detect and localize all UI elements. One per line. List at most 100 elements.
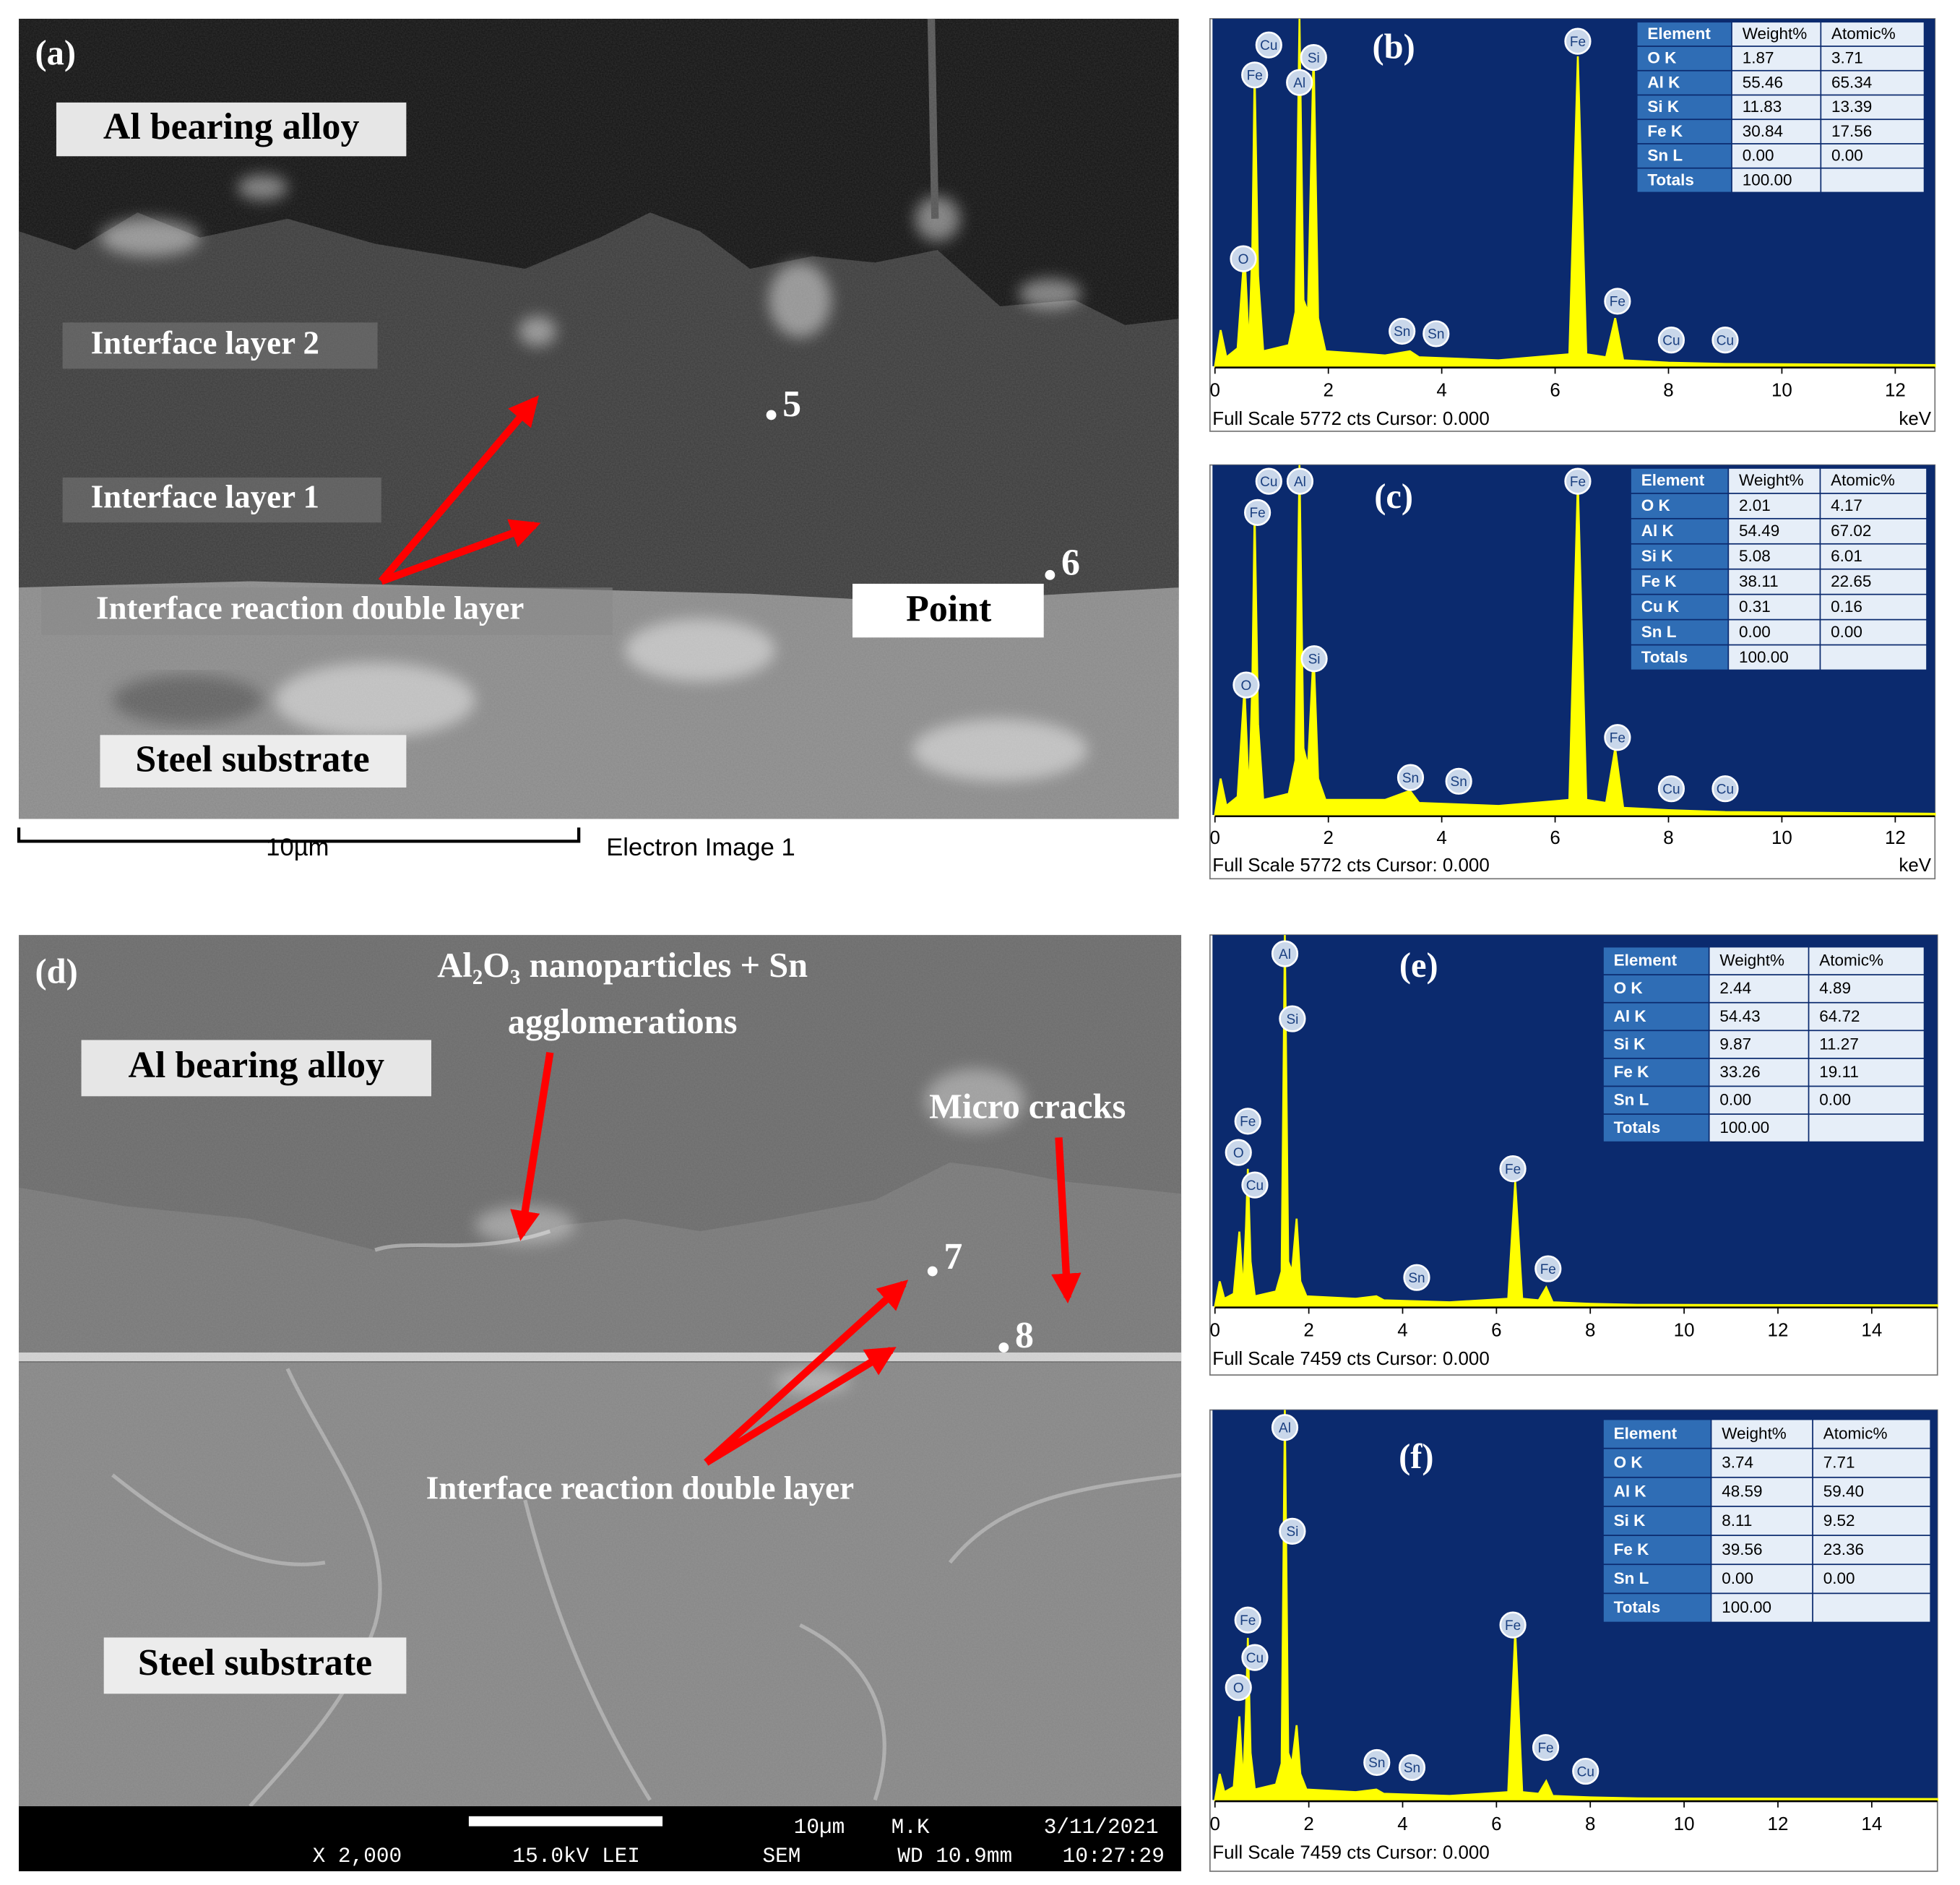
table-cell bbox=[1821, 493, 1927, 518]
table-cell-text: 100.00 bbox=[1719, 1118, 1769, 1136]
peak-marker bbox=[1255, 467, 1282, 495]
table-cell-text: Sn L bbox=[1614, 1569, 1649, 1587]
x-tick-label: 4 bbox=[1397, 1814, 1407, 1834]
x-tick-label: 12 bbox=[1885, 380, 1906, 400]
table-cell bbox=[1711, 1594, 1813, 1622]
image-detail bbox=[927, 1266, 938, 1277]
table-cell-text: 4.89 bbox=[1819, 979, 1851, 997]
peak-label: Sn bbox=[1368, 1756, 1385, 1771]
scale-bar-label: 10µm bbox=[266, 834, 329, 861]
table-cell bbox=[1709, 947, 1808, 975]
table-header: Atomic% bbox=[1819, 952, 1883, 970]
table-cell bbox=[1821, 168, 1924, 192]
peak-marker bbox=[1234, 1108, 1261, 1135]
peak-marker bbox=[1572, 1757, 1599, 1785]
table-cell bbox=[1603, 1535, 1711, 1564]
peak-label: Fe bbox=[1250, 506, 1266, 521]
x-tick-label: 10 bbox=[1771, 380, 1792, 400]
peak-marker bbox=[1445, 767, 1472, 795]
region-label: Steel substrate bbox=[138, 1642, 372, 1683]
x-tick-label: 0 bbox=[1210, 1320, 1220, 1340]
peak-marker bbox=[1604, 288, 1631, 315]
peak-label: Fe bbox=[1240, 1613, 1256, 1629]
table-cell bbox=[1732, 22, 1821, 46]
image-detail bbox=[56, 102, 407, 157]
info-text: X 2,000 bbox=[313, 1845, 402, 1868]
region-label: Al bearing alloy bbox=[128, 1045, 384, 1086]
table-cell bbox=[1821, 22, 1924, 46]
info-text: SEM bbox=[762, 1845, 800, 1868]
peak-label: Sn bbox=[1394, 324, 1410, 340]
peak-label: Fe bbox=[1570, 35, 1586, 50]
peak-label: Al bbox=[1279, 1421, 1291, 1436]
table-cell-text: 7.71 bbox=[1823, 1454, 1855, 1472]
table-cell-text: 0.00 bbox=[1831, 623, 1862, 641]
peak-label: Sn bbox=[1408, 1271, 1425, 1286]
x-tick-label: 6 bbox=[1491, 1320, 1501, 1340]
panel-label: (f) bbox=[1399, 1438, 1433, 1476]
x-tick-label: 6 bbox=[1550, 380, 1560, 400]
x-tick-label: 2 bbox=[1303, 1320, 1313, 1340]
region-label: Al bearing alloy bbox=[103, 106, 360, 147]
peak-label: O bbox=[1241, 678, 1252, 694]
region-label: Interface reaction double layer bbox=[96, 590, 524, 626]
peak-label: O bbox=[1238, 252, 1249, 267]
peak-label: Fe bbox=[1247, 69, 1263, 84]
image-detail bbox=[81, 1040, 431, 1097]
peak-marker bbox=[1396, 764, 1425, 791]
peak-marker bbox=[1300, 43, 1327, 72]
table-cell-text: Si K bbox=[1647, 98, 1679, 116]
table-cell-text: O K bbox=[1641, 496, 1671, 514]
x-tick-label: 12 bbox=[1768, 1814, 1789, 1834]
table-cell-text: O K bbox=[1647, 49, 1677, 67]
peak-label: Fe bbox=[1537, 1741, 1553, 1756]
peak-label: Cu bbox=[1717, 333, 1734, 348]
peak-marker bbox=[1234, 1606, 1261, 1634]
spectrum bbox=[1214, 465, 1936, 816]
table-cell bbox=[1637, 46, 1732, 70]
peak-marker bbox=[1286, 467, 1314, 495]
image-detail bbox=[1045, 569, 1055, 580]
x-tick-label: 0 bbox=[1210, 828, 1220, 848]
peak-label: Fe bbox=[1610, 295, 1626, 310]
table-cell bbox=[1732, 168, 1821, 192]
x-tick-label: 12 bbox=[1885, 828, 1906, 848]
table-header: Weight% bbox=[1722, 1424, 1787, 1442]
table-cell bbox=[1709, 1114, 1808, 1142]
table-cell bbox=[1709, 1003, 1808, 1030]
peak-label: Si bbox=[1286, 1524, 1298, 1540]
table-cell-text: Sn L bbox=[1647, 147, 1683, 165]
peak-marker bbox=[1564, 27, 1592, 55]
peak-marker bbox=[1532, 1734, 1560, 1761]
table-cell bbox=[1813, 1449, 1930, 1477]
table-cell-text: 0.16 bbox=[1831, 598, 1862, 616]
spectrum bbox=[1214, 18, 1936, 368]
image-caption: Electron Image 1 bbox=[606, 834, 795, 861]
table-cell-text: O K bbox=[1614, 1454, 1644, 1472]
table-cell-text: 55.46 bbox=[1743, 73, 1783, 91]
footer: Full Scale 5772 cts Cursor: 0.000 bbox=[1212, 855, 1490, 876]
panel-label: (b) bbox=[1373, 27, 1415, 66]
image-detail bbox=[17, 827, 581, 843]
table-cell bbox=[1631, 493, 1728, 518]
table-cell bbox=[1631, 620, 1728, 644]
footer: Full Scale 7459 cts Cursor: 0.000 bbox=[1212, 1843, 1490, 1863]
peak-marker bbox=[1225, 1139, 1252, 1166]
peak-marker bbox=[1657, 775, 1685, 803]
table-cell-text: Totals bbox=[1614, 1118, 1661, 1136]
table-cell-text: 38.11 bbox=[1739, 572, 1779, 590]
table-cell bbox=[1637, 144, 1732, 168]
peak-label: Cu bbox=[1577, 1764, 1594, 1780]
info-text: 10µm bbox=[794, 1816, 845, 1839]
table-cell bbox=[1732, 144, 1821, 168]
table-header: Element bbox=[1614, 1424, 1678, 1442]
footer: Full Scale 5772 cts Cursor: 0.000 bbox=[1212, 409, 1490, 429]
peak-marker bbox=[1279, 1005, 1306, 1032]
point-label: 7 bbox=[944, 1236, 962, 1277]
table-cell bbox=[1732, 120, 1821, 144]
peak-marker bbox=[1244, 499, 1272, 526]
table-cell bbox=[1603, 1003, 1709, 1030]
sem-image-d: (d) Al₂O₃ nanoparticles + Sn agglomerati… bbox=[19, 935, 1182, 1871]
peak-label: Al bbox=[1294, 475, 1306, 490]
table-cell bbox=[1821, 645, 1927, 670]
